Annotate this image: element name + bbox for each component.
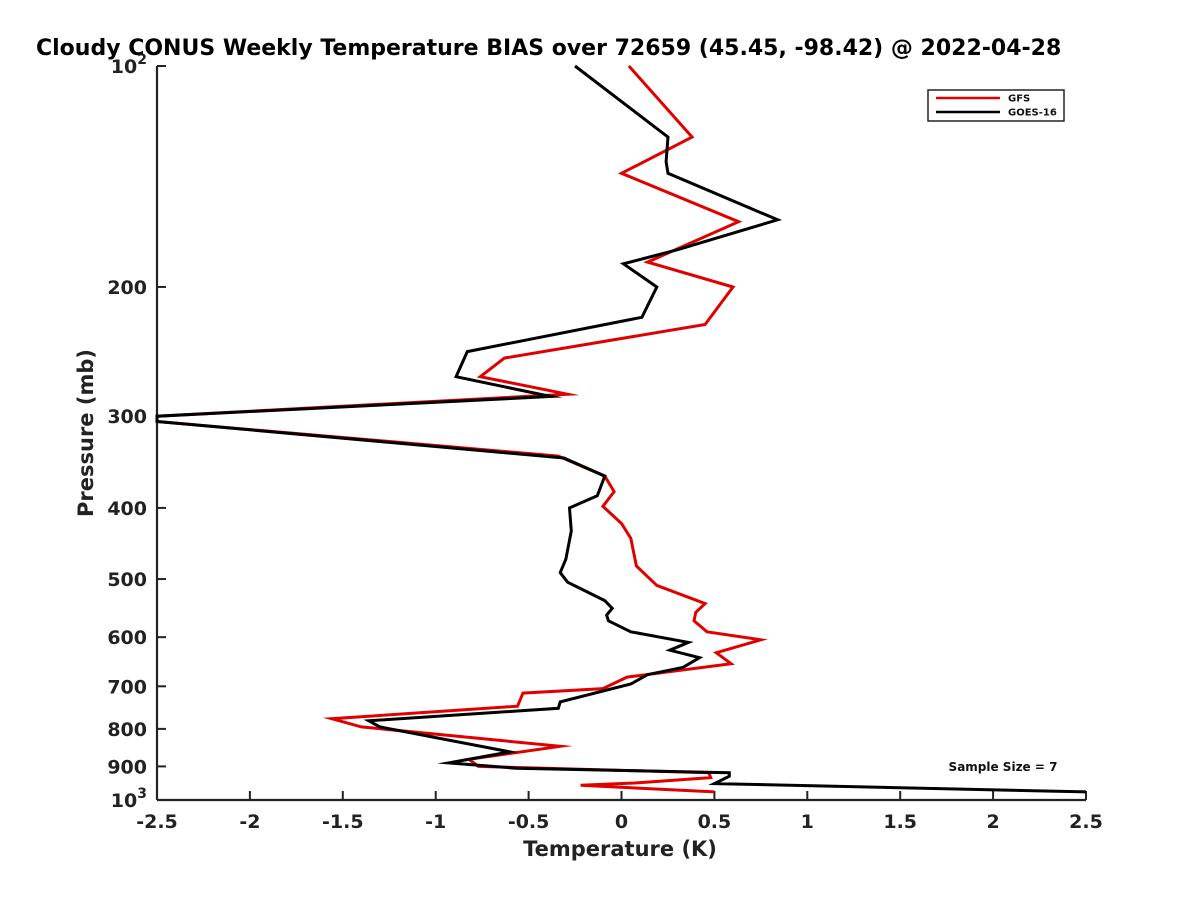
x-tick-label: 1 <box>801 811 814 833</box>
x-tick-label: -1 <box>425 811 446 833</box>
legend-box <box>927 89 1065 122</box>
y-tick-label: 900 <box>107 756 147 778</box>
x-axis-label: Temperature (K) <box>523 837 717 861</box>
y-tick-base: 500 <box>107 569 147 591</box>
sample-size-annotation: Sample Size = 7 <box>949 760 1058 774</box>
x-tick-label: 1.5 <box>883 811 917 833</box>
y-tick-label: 600 <box>107 627 147 649</box>
x-tick-label: 2.5 <box>1069 811 1103 833</box>
y-tick-exponent: 2 <box>137 52 147 68</box>
y-tick-label: 102 <box>111 52 147 78</box>
x-tick-label: -2 <box>239 811 260 833</box>
x-tick-label: 0.5 <box>698 811 732 833</box>
x-tick-label: -1.5 <box>322 811 364 833</box>
y-tick-exponent: 3 <box>137 786 147 802</box>
y-tick-label: 300 <box>107 406 147 428</box>
y-tick-base: 700 <box>107 676 147 698</box>
y-tick-label: 800 <box>107 719 147 741</box>
series-line-gfs <box>155 65 768 794</box>
y-tick-base: 600 <box>107 627 147 649</box>
y-tick-label: 200 <box>107 277 147 299</box>
y-tick-label: 500 <box>107 569 147 591</box>
series-line-goes-16 <box>155 64 1087 794</box>
chart-title: Cloudy CONUS Weekly Temperature BIAS ove… <box>36 36 1061 61</box>
legend-label: GFS <box>1008 94 1030 105</box>
y-tick-label: 400 <box>107 498 147 520</box>
y-tick-base: 900 <box>107 756 147 778</box>
y-tick-base: 800 <box>107 719 147 741</box>
x-tick-label: 0 <box>615 811 628 833</box>
y-tick-base: 300 <box>107 406 147 428</box>
axes: -2.5 -2 -1.5 -1 -0.5 0 0.5 1 1.5 2 2.5102200300400… <box>107 52 1103 833</box>
y-tick-base: 10 <box>111 56 137 78</box>
y-axis-label: Pressure (mb) <box>74 349 98 517</box>
y-tick-label: 700 <box>107 676 147 698</box>
x-tick-label: 2 <box>986 811 999 833</box>
series-lines <box>155 64 1087 794</box>
x-tick-label: -0.5 <box>508 811 550 833</box>
x-tick-label: -2.5 <box>136 811 178 833</box>
y-tick-label: 103 <box>111 786 147 812</box>
legend: GFS GOES-16 <box>927 89 1065 122</box>
y-tick-base: 200 <box>107 277 147 299</box>
y-tick-base: 10 <box>111 790 137 812</box>
legend-label: GOES-16 <box>1008 108 1057 119</box>
y-tick-base: 400 <box>107 498 147 520</box>
